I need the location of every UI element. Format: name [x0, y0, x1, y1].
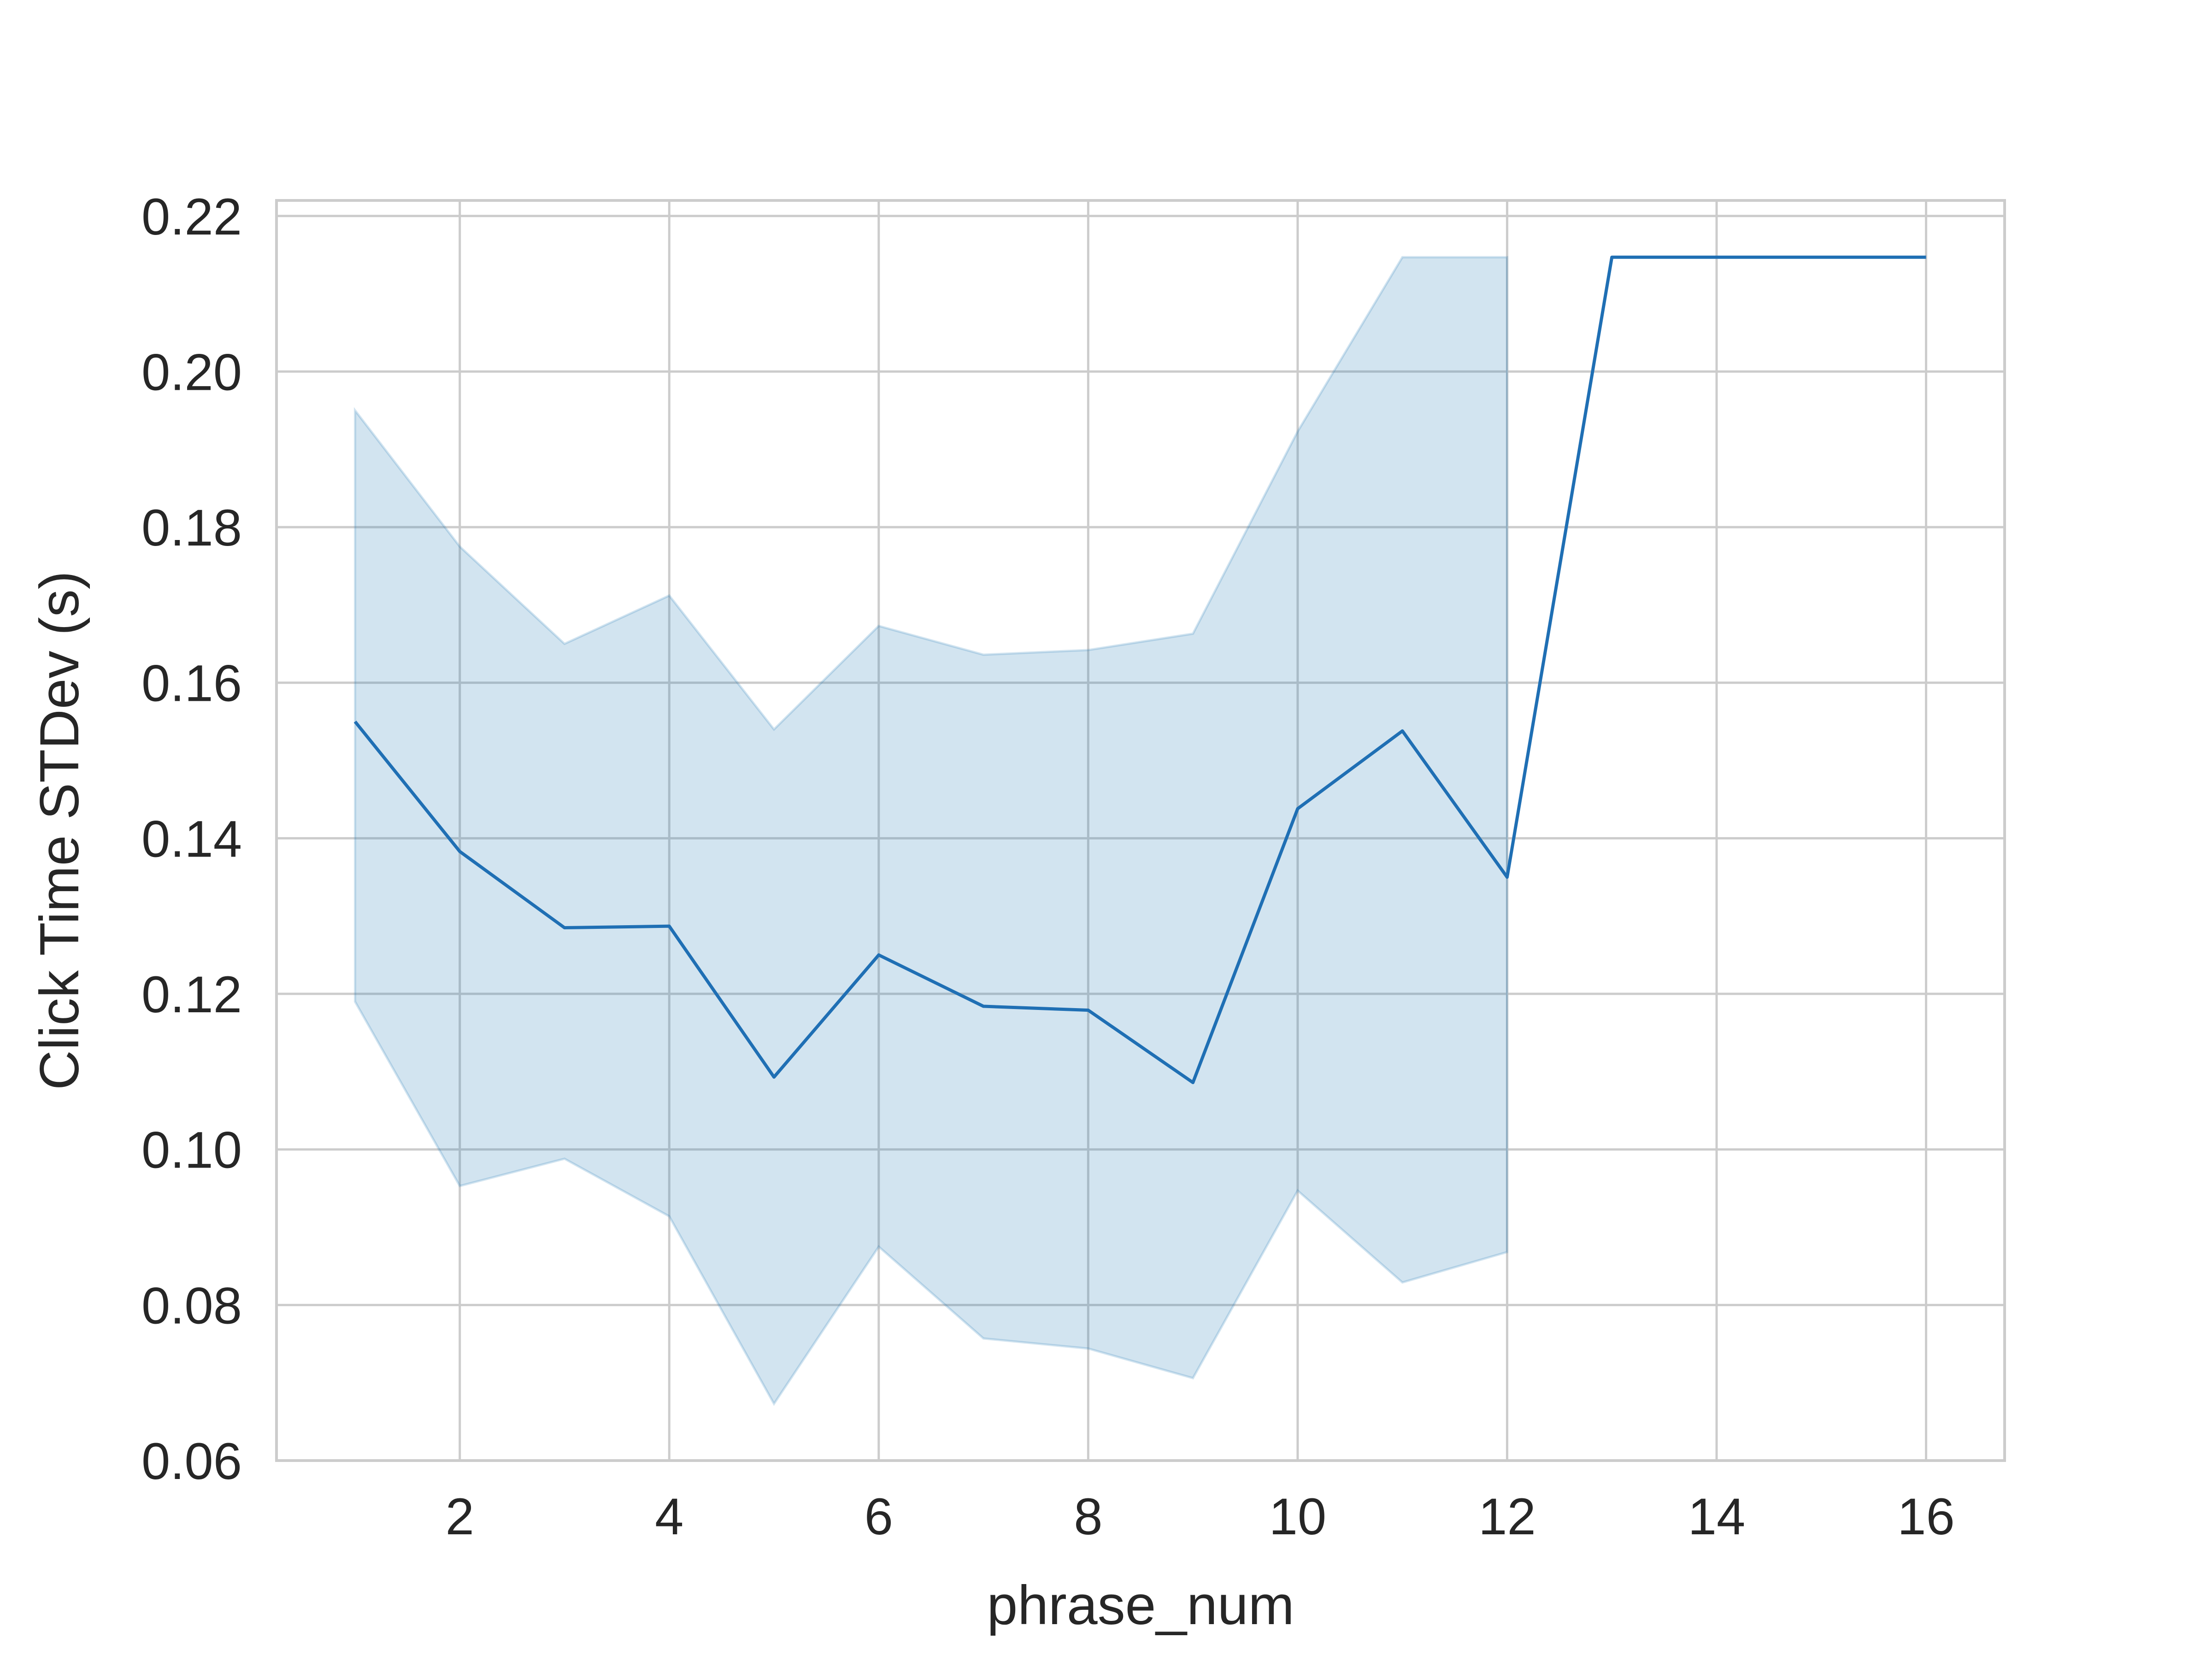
x-tick-label: 8: [1074, 1488, 1102, 1545]
confidence-band-layer: [353, 256, 1508, 1406]
y-tick-label: 0.16: [141, 655, 242, 712]
x-tick-label: 14: [1688, 1488, 1746, 1545]
series-line-layer: [353, 255, 1926, 1084]
y-tick-label: 0.22: [141, 188, 242, 246]
y-tick-label: 0.14: [141, 810, 242, 868]
y-axis-label: Click Time STDev (s): [29, 571, 90, 1090]
x-tick-labels: 2 4 6 8 10 12 14 16: [446, 1488, 1955, 1545]
y-tick-label: 0.20: [141, 343, 242, 401]
y-tick-label: 0.06: [141, 1432, 242, 1490]
y-tick-label: 0.18: [141, 499, 242, 557]
x-tick-label: 10: [1269, 1488, 1327, 1545]
x-tick-label: 4: [655, 1488, 683, 1545]
plot-frame: [275, 199, 2006, 1462]
confidence-band: [353, 256, 1508, 1406]
x-axis-label: phrase_num: [987, 1574, 1294, 1636]
x-tick-label: 6: [865, 1488, 893, 1545]
y-tick-labels: 0.06 0.08 0.10 0.12 0.14 0.16 0.18 0.20 0.22: [141, 188, 242, 1490]
x-tick-label: 2: [446, 1488, 474, 1545]
y-tick-label: 0.10: [141, 1121, 242, 1179]
y-tick-label: 0.12: [141, 966, 242, 1023]
y-tick-label: 0.08: [141, 1277, 242, 1334]
x-tick-label: 12: [1478, 1488, 1536, 1545]
x-tick-label: 16: [1897, 1488, 1955, 1545]
series-line: [353, 255, 1926, 1084]
